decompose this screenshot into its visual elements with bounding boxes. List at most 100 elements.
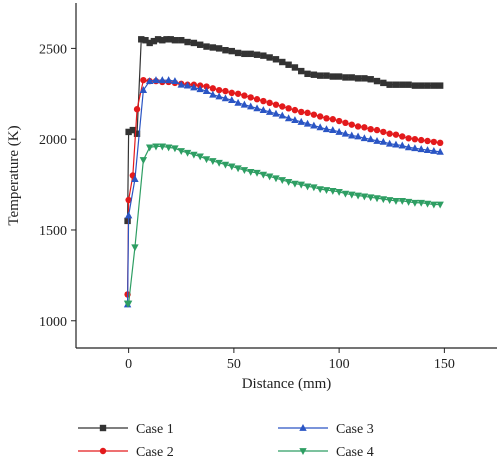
data-point: [259, 106, 268, 114]
data-point: [316, 72, 324, 79]
series-layer: [123, 36, 444, 308]
legend-item-2: Case 2: [78, 445, 174, 460]
data-point: [379, 196, 388, 204]
data-point: [142, 37, 149, 44]
data-point: [125, 128, 132, 136]
data-point: [380, 128, 387, 136]
data-point: [418, 82, 425, 89]
data-point: [291, 180, 299, 188]
data-point: [241, 92, 248, 99]
data-point: [310, 111, 318, 118]
data-point: [177, 80, 185, 88]
data-point: [342, 119, 349, 127]
data-point: [392, 140, 400, 148]
data-point: [253, 51, 261, 58]
legend-item-1: Case 1: [78, 422, 174, 437]
data-point: [361, 124, 368, 131]
data-point: [154, 36, 162, 43]
data-point: [240, 100, 249, 108]
data-point: [272, 109, 280, 117]
data-point: [171, 37, 179, 44]
data-point: [348, 131, 356, 139]
data-point: [241, 50, 248, 58]
data-point: [354, 123, 362, 130]
data-point: [291, 106, 299, 114]
data-point: [341, 129, 350, 137]
series-1: [124, 36, 444, 225]
data-point: [209, 85, 217, 92]
data-point: [247, 94, 254, 101]
data-point: [167, 36, 174, 43]
data-point: [348, 121, 355, 128]
data-point: [152, 76, 160, 84]
data-point: [354, 192, 362, 200]
data-point: [247, 102, 255, 110]
data-point: [373, 126, 381, 134]
data-point: [183, 81, 192, 89]
data-point: [430, 201, 438, 209]
data-point: [171, 77, 179, 84]
data-point: [398, 141, 406, 149]
data-point: [284, 178, 293, 186]
data-point: [124, 217, 131, 225]
data-point: [392, 131, 400, 138]
data-point: [411, 199, 419, 207]
data-point: [164, 144, 173, 152]
data-point: [253, 169, 261, 177]
data-point: [131, 175, 139, 183]
legend-marker: [99, 424, 107, 432]
data-point: [221, 94, 230, 102]
data-point: [124, 211, 133, 219]
x-tick-label: 0: [125, 357, 132, 372]
legend-label: Case 4: [336, 445, 374, 460]
data-point: [411, 144, 419, 152]
data-point: [190, 39, 198, 47]
y-tick-label: 2500: [39, 42, 67, 57]
series-4: [123, 143, 444, 308]
data-point: [278, 177, 286, 185]
data-point: [247, 168, 255, 176]
data-point: [266, 54, 273, 61]
data-point: [139, 157, 148, 165]
data-point: [272, 56, 280, 63]
data-point: [404, 143, 413, 151]
data-point: [228, 89, 235, 97]
data-point: [303, 119, 312, 127]
data-point: [341, 190, 350, 198]
data-point: [184, 38, 191, 46]
data-point: [385, 197, 394, 205]
data-point: [221, 161, 230, 169]
data-point: [202, 87, 211, 94]
data-point: [367, 135, 375, 143]
legend-marker: [299, 448, 307, 455]
data-point: [209, 44, 217, 51]
data-point: [190, 83, 198, 91]
data-point: [291, 116, 299, 124]
data-point: [335, 188, 343, 196]
data-point: [411, 135, 419, 143]
data-point: [163, 36, 170, 43]
data-point: [203, 43, 210, 50]
data-point: [361, 75, 368, 82]
data-point: [131, 244, 139, 252]
data-point: [158, 76, 167, 84]
data-point: [329, 116, 337, 123]
data-point: [373, 137, 381, 144]
x-tick-label: 150: [434, 357, 455, 372]
data-point: [411, 82, 419, 89]
data-point: [240, 167, 249, 175]
data-point: [158, 143, 167, 151]
series-3-line: [126, 79, 441, 305]
data-point: [297, 181, 305, 189]
data-point: [430, 146, 438, 154]
data-point: [215, 86, 223, 94]
data-point: [310, 184, 318, 192]
data-point: [183, 149, 192, 157]
data-point: [342, 74, 349, 81]
data-point: [196, 85, 204, 93]
data-point: [329, 73, 337, 80]
data-point: [430, 82, 438, 89]
data-point: [196, 153, 204, 161]
legend-item-4: Case 4: [278, 445, 374, 460]
data-point: [379, 137, 388, 145]
